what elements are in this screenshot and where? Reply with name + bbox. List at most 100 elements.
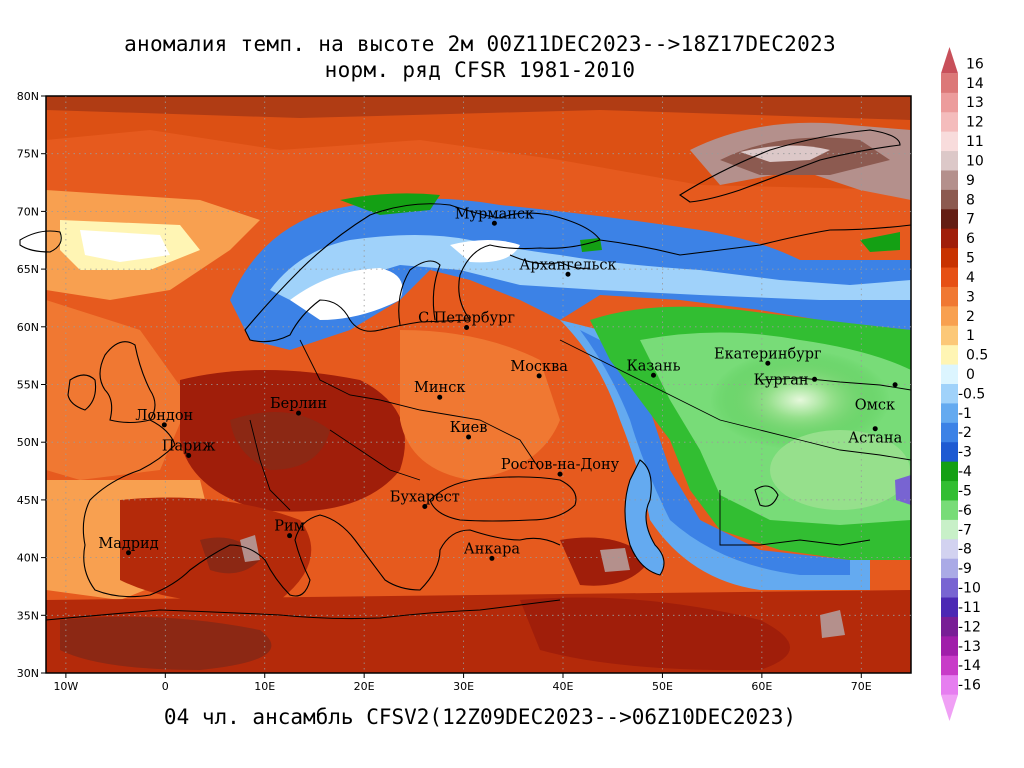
coastline-borders [19,129,912,621]
colorbar-label: 8 [966,192,975,208]
lat-tick-label: 40N [17,552,39,565]
lat-tick-label: 30N [17,667,39,680]
lon-tick-label: 50E [652,680,673,693]
lon-tick-label: 10W [53,680,78,693]
colorbar-label: -5 [958,483,972,499]
colorbar-label: 3 [966,289,975,305]
colorbar-swatch [941,112,958,133]
city-label: Анкара [464,541,521,557]
colorbar-swatch [941,228,958,249]
city-dot [464,324,470,330]
lat-tick-label: 65N [17,263,39,276]
colorbar-swatch [941,209,958,230]
colorbar-swatch [941,655,958,676]
city-label: Омск [855,398,895,414]
latitude-labels: 80N 75N 70N 65N 60N 55N 50N 45N 40N 35N 30N [17,90,46,680]
colorbar-swatch [941,325,958,346]
colorbar-label: -1 [958,406,972,422]
colorbar-label: 9 [966,173,975,189]
colorbar-label: 14 [966,76,984,92]
colorbar-swatch [941,248,958,269]
lon-tick-label: 20E [354,680,375,693]
colorbar-swatch [941,519,958,540]
city-dot [161,422,167,428]
city-label: Берлин [270,396,327,412]
city-label: Киев [450,420,488,436]
colorbar-label: 10 [966,153,984,169]
lat-tick-label: 50N [17,436,39,449]
colorbar-swatch [941,500,958,521]
colorbar-swatch [941,481,958,501]
colorbar-swatch [941,578,958,599]
colorbar-swatch [941,558,958,579]
lat-tick-label: 60N [17,321,39,334]
colorbar-label: -6 [958,503,972,519]
lon-tick-label: 70E [851,680,872,693]
city-dot [126,550,132,556]
colorbar-label: 4 [966,270,975,286]
title-line-2: норм. ряд CFSR 1981-2010 [324,58,636,82]
colorbar-label: 5 [966,251,975,267]
colorbar-swatch [941,403,958,424]
footer-caption: 04 чл. ансамбль CFSV2(12Z09DEC2023-->06Z… [163,705,797,729]
lat-tick-label: 35N [17,609,39,622]
colorbar-label: -16 [958,678,981,694]
colorbar-swatch [941,73,958,94]
city-label: Москва [510,359,568,375]
colorbar-swatch [941,694,958,721]
colorbar-label: 12 [966,115,984,131]
lat-tick-label: 55N [17,379,39,392]
lat-tick-label: 75N [17,148,39,161]
colorbar-label: 1 [966,328,975,344]
city-dot [812,376,818,382]
colorbar-label: -9 [958,561,972,577]
colorbar-label: 16 [966,56,984,72]
colorbar-swatch [941,306,958,327]
colorbar-swatch [941,539,958,560]
lon-tick-label: 10E [254,680,275,693]
colorbar-swatch [941,131,958,152]
city-label: Курган [754,372,809,388]
colorbar-label: -7 [958,522,972,538]
colorbar-label: -4 [958,464,972,480]
longitude-labels: 10W 0 10E 20E 30E 40E 50E 60E 70E [53,673,872,693]
lon-tick-label: 60E [751,680,772,693]
colorbar-swatch [941,616,958,637]
colorbar-label: -11 [958,600,981,616]
colorbar-label: 2 [966,309,975,325]
colorbar-label: -0.5 [958,386,985,402]
colorbar-swatch [941,189,958,210]
city-dot [565,271,571,277]
city-dot [557,471,563,477]
city-dot [422,503,428,509]
lon-tick-label: 40E [553,680,574,693]
colorbar: 16 14 13 12 11 10 9 8 7 6 5 4 3 2 1 0.5 0 -0.5 -1 -2 -3 -4 -5 -… [941,47,988,721]
colorbar-label: -14 [958,658,981,674]
lat-tick-label: 45N [17,494,39,507]
city-dot [296,410,302,416]
lat-tick-label: 70N [17,205,39,218]
city-label: Мадрид [98,536,158,552]
colorbar-swatch [941,170,958,191]
city-label: Ростов-на-Дону [501,457,620,473]
city-dot [466,434,472,440]
city-label: Минск [414,380,465,396]
colorbar-swatch [941,345,958,366]
city-label: Астана [848,431,902,447]
city-label: С.Петербург [418,310,515,326]
colorbar-swatch [941,442,958,463]
colorbar-label: 0 [966,367,975,383]
colorbar-swatch [941,92,958,113]
city-label: Екатеринбург [714,346,822,362]
colorbar-swatch [941,47,958,74]
colorbar-label: 6 [966,231,975,247]
city-dot [437,394,443,400]
colorbar-label: 11 [966,134,984,150]
city-label: Рим [274,519,305,535]
colorbar-label: -2 [958,425,972,441]
city-dot [186,452,192,458]
lon-tick-label: 30E [453,680,474,693]
city-dot [491,220,497,226]
colorbar-swatch [941,267,958,288]
title-line-1: аномалия темп. на высоте 2м 00Z11DEC2023… [124,32,836,56]
